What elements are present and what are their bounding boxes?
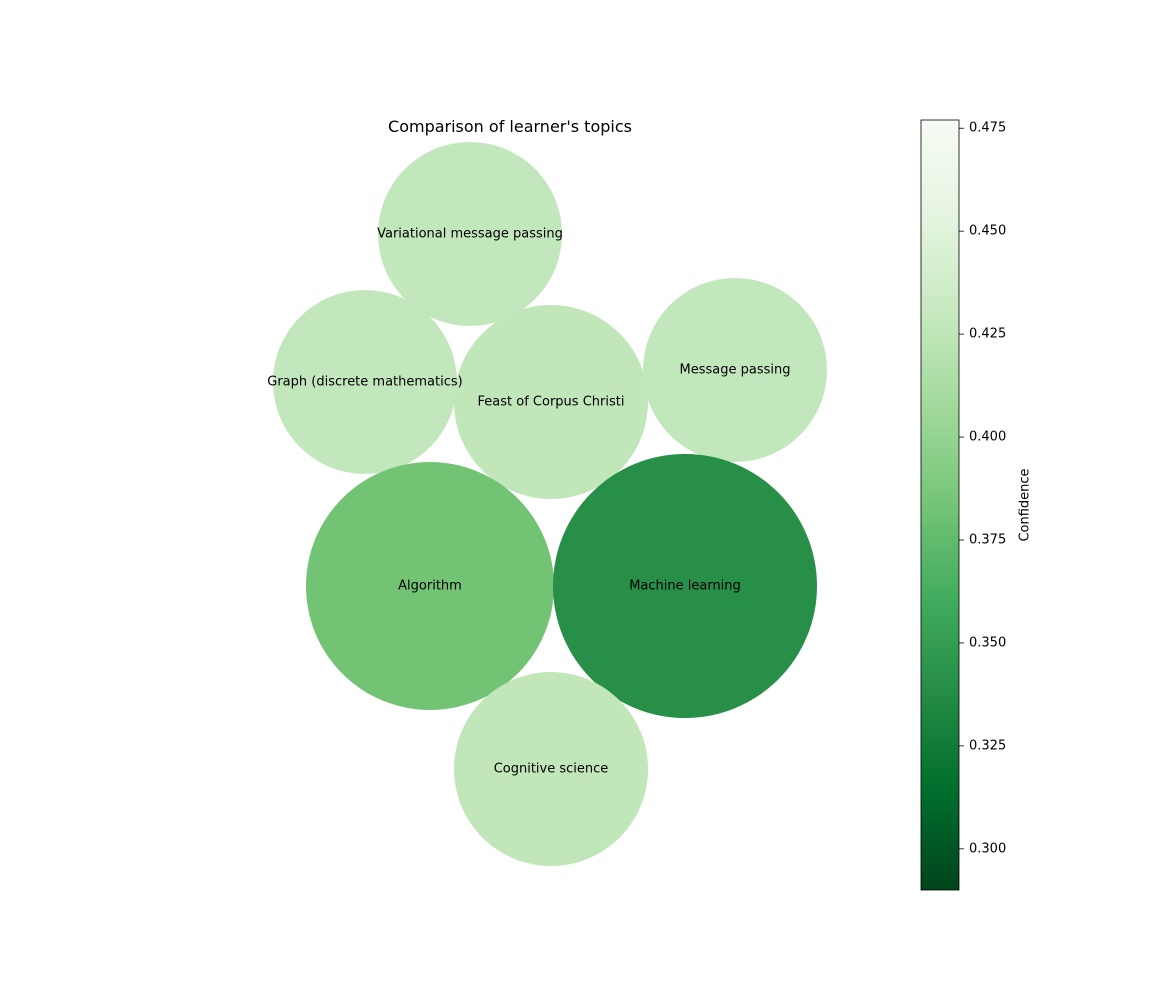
colorbar-gradient xyxy=(920,119,960,891)
colorbar: 0.300 0.325 0.350 0.375 0.400 0.425 0.450 0.475… xyxy=(920,119,1033,891)
bubble-graph-discrete-mathematics xyxy=(273,290,457,474)
colorbar-tick-label: 0.350 xyxy=(969,635,1006,650)
bubble-machine-learning xyxy=(553,454,817,718)
bubble-label-algorithm: Algorithm xyxy=(398,579,462,594)
bubble-label-feast-of-corpus-christi: Feast of Corpus Christi xyxy=(478,395,625,410)
bubble-label-message-passing: Message passing xyxy=(680,363,791,378)
bubble-feast-of-corpus-christi xyxy=(454,305,648,499)
bubble-label-cognitive-science: Cognitive science xyxy=(494,762,609,777)
bubble-label-graph-discrete-mathematics: Graph (discrete mathematics) xyxy=(267,375,462,390)
bubble-message-passing xyxy=(643,278,827,462)
bubble-variational-message-passing xyxy=(378,142,562,326)
bubble-cognitive-science xyxy=(454,672,648,866)
bubble-algorithm xyxy=(306,462,554,710)
colorbar-tick-label: 0.475 xyxy=(969,121,1006,136)
colorbar-ticks: 0.300 0.325 0.350 0.375 0.400 0.425 0.450 0.475 xyxy=(959,121,1006,856)
bubbles-group: Variational message passing Graph (discre… xyxy=(267,142,827,866)
chart-title: Comparison of learner's topics xyxy=(388,117,632,136)
bubble-label-machine-learning: Machine learning xyxy=(629,579,741,594)
colorbar-tick-label: 0.450 xyxy=(969,224,1006,239)
colorbar-tick-label: 0.300 xyxy=(969,841,1006,856)
colorbar-tick-label: 0.375 xyxy=(969,533,1006,548)
colorbar-tick-label: 0.400 xyxy=(969,430,1006,445)
bubble-label-variational-message-passing: Variational message passing xyxy=(377,227,563,242)
colorbar-label: Confidence xyxy=(1018,468,1033,541)
colorbar-tick-label: 0.425 xyxy=(969,327,1006,342)
colorbar-tick-label: 0.325 xyxy=(969,738,1006,753)
